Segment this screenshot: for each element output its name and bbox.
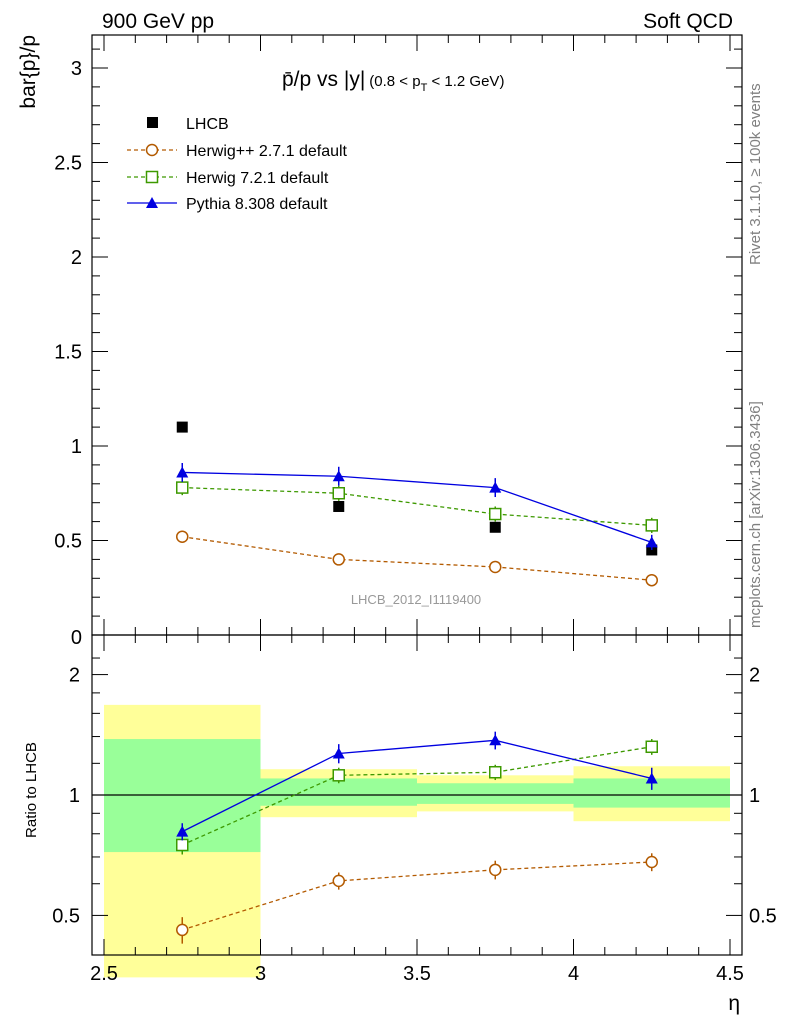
legend-marker-pythia [146,197,158,208]
legend-entry-herwig7: Herwig 7.2.1 default [127,170,329,187]
ratio-line-pythia [181,739,652,833]
ratio-point-pythia [176,825,189,837]
top-point-herwig7 [332,487,345,500]
mcplots-source-label: mcplots.cern.ch [arXiv:1306.3436] [747,401,764,628]
top-y-tick-label: 1.5 [54,342,82,364]
top-line-herwigpp [182,536,652,581]
ratio-point-pythia [489,734,502,746]
ratio-band-inner [417,783,574,804]
bottom-y-tick-label-right: 0.5 [749,905,777,927]
top-chart-title: p̄/p vs |y| (0.8 < pT < 1.2 GeV) [282,68,504,94]
top-point-pythia [332,470,345,482]
top-point-data [489,521,501,533]
ratio-point-herwigpp [332,874,345,888]
top-y-tick-label: 2.5 [54,153,82,175]
top-point-data [333,500,345,512]
ratio-point-herwig7 [645,740,658,754]
legend-marker-herwigpp [145,143,159,157]
top-point-herwigpp [332,553,345,566]
x-axis-label: η [728,992,740,1015]
ratio-point-herwig7 [176,838,189,852]
legend-entry-lhcb: LHCB [147,116,229,133]
legend-label-lhcb: LHCB [186,116,229,133]
top-y-tick-label: 0 [71,627,82,649]
x-tick-label: 2.5 [90,963,118,985]
top-plot-area: 0 0.5 1 1.5 2 2.5 3 [54,34,743,649]
top-line-herwig7 [182,486,652,527]
legend-entry-herwigpp: Herwig++ 2.7.1 default [127,143,348,160]
ratio-point-pythia [332,747,345,759]
legend-entry-pythia: Pythia 8.308 default [127,196,328,213]
top-point-herwigpp [176,530,189,543]
top-point-data [176,421,188,433]
ratio-point-herwigpp [176,923,189,937]
top-point-herwigpp [489,560,502,574]
bottom-y-tick-label: 0.5 [52,905,80,927]
x-tick-label: 4 [568,963,579,985]
top-y-tick-label: 1 [71,436,82,458]
bottom-y-tick-label-right: 1 [749,785,760,807]
legend-label-herwigpp: Herwig++ 2.7.1 default [186,143,348,160]
ratio-point-pythia [645,772,658,784]
top-point-herwig7 [645,519,658,532]
top-point-herwig7 [489,507,502,521]
top-point-herwigpp [645,573,658,587]
ratio-point-herwigpp [645,855,658,869]
legend-marker-herwig7 [145,170,159,184]
rivet-version-label: Rivet 3.1.10, ≥ 100k events [747,83,764,265]
ratio-line-herwigpp [182,861,652,931]
ratio-plot-frame [91,634,743,956]
top-y-tick-label: 2 [71,247,82,269]
top-y-axis-label: bar{p}/p [17,35,40,109]
legend-label-herwig7: Herwig 7.2.1 default [186,170,329,187]
header-left: 900 GeV pp [102,10,214,33]
top-y-tick-label: 3 [71,58,82,80]
top-y-tick-label: 0.5 [54,531,82,553]
top-point-herwig7 [176,481,189,494]
legend-marker-lhcb [147,117,158,128]
ratio-point-herwig7 [332,769,345,782]
header-right: Soft QCD [643,10,733,33]
bottom-y-axis-label: Ratio to LHCB [23,742,40,838]
legend-label-pythia: Pythia 8.308 default [186,196,328,213]
legend: LHCB Herwig++ 2.7.1 default Herwig 7.2.1… [127,116,348,213]
x-tick-label: 4.5 [716,963,744,985]
bottom-y-tick-label: 1 [69,785,80,807]
top-point-pythia [489,481,502,493]
x-tick-label: 3.5 [403,963,431,985]
ratio-point-herwigpp [489,863,502,877]
top-point-pythia [645,536,658,548]
ratio-plot-area: 0.5 0.5 1 1 2 2 2.5 3 3.5 4 4.5 [52,634,777,985]
bottom-y-tick-label: 2 [69,665,80,687]
bottom-y-tick-label-right: 2 [749,665,760,687]
x-tick-label: 3 [255,963,266,985]
top-line-pythia [182,471,652,544]
ratio-point-herwig7 [489,765,502,779]
top-point-pythia [176,466,189,478]
analysis-watermark: LHCB_2012_I1119400 [351,592,481,607]
